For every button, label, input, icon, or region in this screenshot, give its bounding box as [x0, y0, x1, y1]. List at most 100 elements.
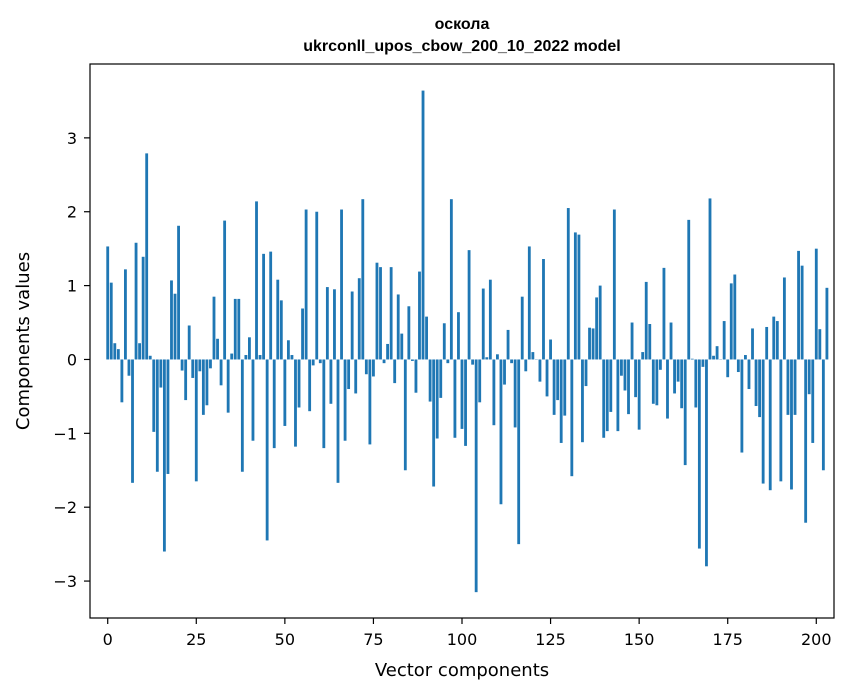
bar	[722, 321, 726, 360]
bar	[492, 359, 496, 426]
bar	[811, 359, 815, 443]
bar	[524, 359, 528, 372]
bar	[212, 296, 216, 360]
bar	[464, 359, 467, 446]
bar	[790, 359, 793, 490]
bar	[318, 359, 322, 364]
bar	[655, 359, 659, 406]
bar	[226, 359, 230, 413]
bar	[435, 359, 439, 439]
bar	[825, 287, 829, 360]
bar	[159, 359, 163, 388]
bar	[627, 359, 630, 415]
bar	[138, 343, 142, 360]
y-axis-label: Components values	[13, 252, 34, 430]
bar	[209, 359, 212, 369]
bar	[729, 283, 733, 360]
bar	[740, 359, 744, 453]
bar	[559, 359, 563, 443]
bar	[612, 209, 616, 360]
bar	[205, 359, 209, 406]
bar	[708, 198, 712, 360]
x-tick-label: 100	[447, 630, 478, 649]
bar	[474, 359, 478, 593]
bar	[538, 359, 542, 382]
bar	[237, 298, 241, 360]
bar	[191, 359, 195, 378]
x-axis-label: Vector components	[375, 660, 549, 681]
bar	[283, 359, 287, 426]
bar	[325, 287, 329, 360]
bar	[542, 259, 545, 360]
bar	[573, 232, 577, 360]
bar	[680, 359, 684, 409]
bar	[471, 359, 475, 365]
bar	[637, 359, 641, 430]
bar	[187, 325, 191, 360]
bar	[442, 323, 446, 360]
bar	[361, 199, 365, 360]
bar	[393, 359, 397, 384]
bar	[641, 352, 645, 360]
y-axis-ticks: −3 −2 −1 0 1 2 3	[53, 129, 90, 591]
bar	[329, 359, 333, 404]
bar	[503, 359, 506, 385]
bar	[421, 90, 425, 360]
bar	[170, 280, 173, 360]
bar	[294, 359, 297, 447]
bar	[403, 359, 407, 471]
bar	[386, 343, 390, 360]
bar	[315, 211, 319, 360]
bar	[602, 359, 606, 438]
bar	[513, 359, 517, 428]
bar	[357, 278, 361, 360]
bar	[651, 359, 655, 404]
bar	[715, 346, 719, 360]
bar	[467, 250, 471, 360]
bar	[145, 153, 149, 360]
bar	[457, 312, 460, 360]
bar	[194, 359, 198, 482]
y-tick-label: 1	[67, 277, 77, 296]
bar	[173, 293, 177, 360]
bar	[439, 359, 443, 398]
bar	[648, 324, 652, 360]
bar	[230, 353, 234, 360]
bar	[304, 209, 308, 360]
bar	[754, 359, 758, 407]
bar	[570, 359, 574, 477]
bar	[152, 359, 156, 432]
bar	[683, 359, 687, 466]
bar	[180, 359, 184, 371]
bar	[223, 220, 227, 360]
bar	[768, 359, 772, 491]
bar	[800, 265, 804, 360]
bar	[372, 359, 375, 377]
bar	[290, 355, 294, 360]
bar	[736, 359, 740, 373]
bar	[520, 296, 524, 360]
bar	[701, 359, 705, 367]
bar	[775, 321, 779, 360]
bar	[531, 352, 535, 360]
bar	[453, 359, 457, 438]
bar	[744, 355, 747, 360]
bar	[382, 359, 386, 364]
bar	[368, 359, 372, 445]
bar	[233, 298, 237, 360]
bar	[779, 359, 783, 482]
bar	[127, 359, 131, 376]
bar	[499, 359, 503, 505]
bar	[414, 359, 418, 393]
bar	[666, 359, 669, 419]
bar	[354, 359, 358, 394]
bar	[747, 359, 751, 390]
bar	[219, 359, 223, 386]
bars-group	[106, 90, 829, 593]
y-tick-label: 0	[67, 350, 77, 369]
bar	[814, 248, 818, 360]
bar	[588, 327, 591, 360]
bar	[375, 262, 379, 360]
bar	[605, 359, 609, 432]
x-tick-label: 200	[801, 630, 832, 649]
